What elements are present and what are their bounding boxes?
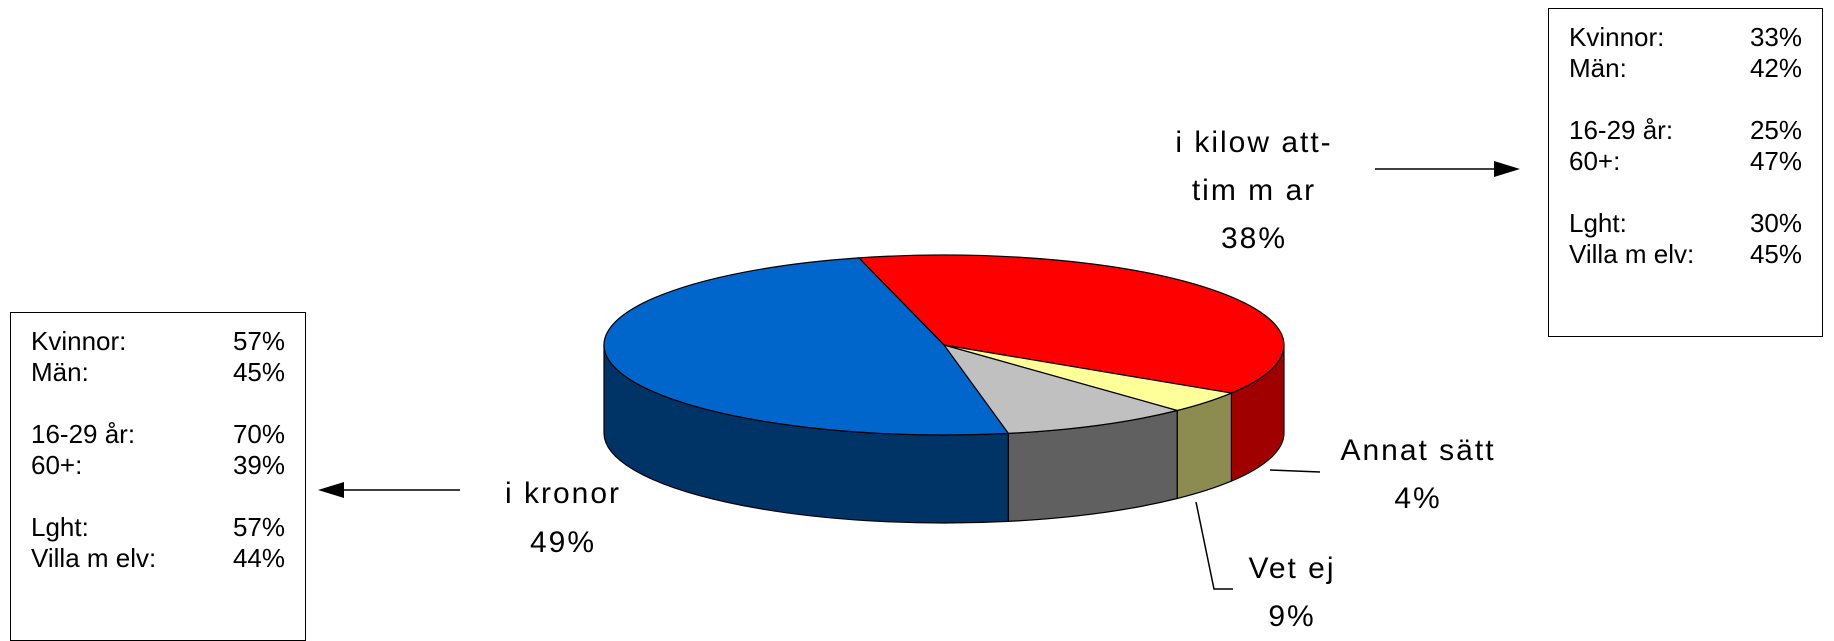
vet-ej-leader bbox=[1195, 501, 1233, 590]
breakdown-row: Lght: 30% bbox=[1569, 208, 1802, 238]
slice-label-vet-ej: Vet ej bbox=[1248, 552, 1335, 585]
breakdown-row: 16-29 år: 25% bbox=[1569, 115, 1802, 145]
pie-slice-kilowatt bbox=[857, 254, 1285, 394]
pie-slice-i-kronor bbox=[603, 257, 1010, 436]
breakdown-row: Kvinnor: 57% bbox=[31, 326, 285, 356]
slice-label-kilowatt-line1: i kilow att- bbox=[1175, 126, 1332, 159]
slice-label-i-kronor: i kronor bbox=[505, 477, 621, 510]
breakdown-row: Kvinnor: 33% bbox=[1569, 22, 1802, 52]
breakdown-row: Män: 42% bbox=[1569, 53, 1802, 83]
breakdown-row: Villa m elv: 44% bbox=[31, 543, 285, 573]
left-breakdown-box: Kvinnor: 57% Män: 45% 16-29 år: 70% 60+: 39%… bbox=[10, 312, 306, 641]
breakdown-row: 60+: 47% bbox=[1569, 146, 1802, 176]
breakdown-row: Villa m elv: 45% bbox=[1569, 239, 1802, 269]
right-arrowhead bbox=[1494, 161, 1520, 177]
slice-value-annat-satt: 4% bbox=[1394, 482, 1441, 515]
breakdown-row: Män: 45% bbox=[31, 357, 285, 387]
breakdown-row: 60+: 39% bbox=[31, 450, 285, 480]
breakdown-row: Lght: 57% bbox=[31, 512, 285, 542]
slice-label-kilowatt-line2: tim m ar bbox=[1192, 174, 1316, 207]
right-breakdown-box: Kvinnor: 33% Män: 42% 16-29 år: 25% 60+: 47%… bbox=[1548, 8, 1823, 337]
annat-satt-leader bbox=[1269, 469, 1321, 473]
slice-value-vet-ej: 9% bbox=[1268, 600, 1315, 633]
pie-slice-vet-ej bbox=[942, 343, 1180, 434]
left-arrowhead bbox=[318, 482, 344, 498]
breakdown-row: 16-29 år: 70% bbox=[31, 419, 285, 449]
slice-value-kilowatt: 38% bbox=[1221, 222, 1287, 255]
slice-value-i-kronor: 49% bbox=[530, 526, 596, 559]
slice-label-annat-satt: Annat sätt bbox=[1340, 434, 1495, 467]
